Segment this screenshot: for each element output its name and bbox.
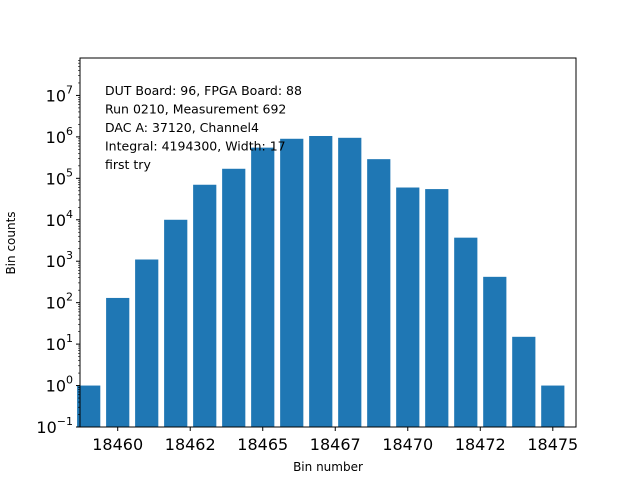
bar bbox=[106, 297, 130, 427]
y-axis-ticks: 10−1 100 101 102 103 104 105 106 107 bbox=[36, 60, 80, 437]
bar bbox=[338, 137, 362, 427]
y-tick-label: 100 bbox=[46, 374, 73, 396]
annotation-text-block: DUT Board: 96, FPGA Board: 88 Run 0210, M… bbox=[105, 83, 302, 172]
x-tick-label: 18470 bbox=[382, 435, 433, 454]
annotation-line: first try bbox=[105, 157, 151, 172]
annotation-line: Integral: 4194300, Width: 17 bbox=[105, 139, 286, 154]
bar bbox=[280, 138, 304, 427]
bar bbox=[222, 168, 246, 427]
y-tick-label: 101 bbox=[46, 332, 73, 354]
y-tick-label: 106 bbox=[46, 125, 73, 147]
bar bbox=[193, 184, 217, 427]
x-axis-ticks: 18460 18462 18465 18467 18470 18472 18475 bbox=[92, 427, 578, 454]
annotation-line: Run 0210, Measurement 692 bbox=[105, 102, 286, 117]
y-tick-label: 103 bbox=[46, 249, 73, 271]
bar bbox=[367, 159, 391, 428]
bar bbox=[425, 189, 449, 427]
y-tick-label: 104 bbox=[46, 208, 73, 230]
y-tick-label: 102 bbox=[46, 291, 73, 313]
bar bbox=[251, 147, 275, 427]
bar bbox=[77, 385, 101, 427]
annotation-line: DUT Board: 96, FPGA Board: 88 bbox=[105, 83, 302, 98]
x-tick-label: 18467 bbox=[310, 435, 361, 454]
y-tick-label: 105 bbox=[46, 166, 73, 188]
x-tick-label: 18472 bbox=[455, 435, 506, 454]
bar bbox=[454, 237, 478, 427]
x-tick-label: 18475 bbox=[527, 435, 578, 454]
plot-frame bbox=[79, 57, 577, 428]
x-axis-label: Bin number bbox=[293, 460, 363, 474]
x-tick-label: 18460 bbox=[92, 435, 143, 454]
bar bbox=[512, 336, 536, 427]
y-tick-label: 107 bbox=[46, 83, 73, 105]
bar bbox=[164, 219, 188, 427]
bar bbox=[396, 187, 420, 427]
y-tick-label: 10−1 bbox=[36, 415, 73, 437]
bar bbox=[309, 135, 333, 427]
bars-group bbox=[77, 135, 565, 428]
annotation-line: DAC A: 37120, Channel4 bbox=[105, 120, 259, 135]
x-tick-label: 18465 bbox=[237, 435, 288, 454]
bar bbox=[541, 385, 565, 427]
x-tick-label: 18462 bbox=[165, 435, 216, 454]
bar bbox=[135, 259, 159, 427]
y-axis-label: Bin counts bbox=[4, 211, 18, 274]
bar bbox=[483, 276, 507, 427]
